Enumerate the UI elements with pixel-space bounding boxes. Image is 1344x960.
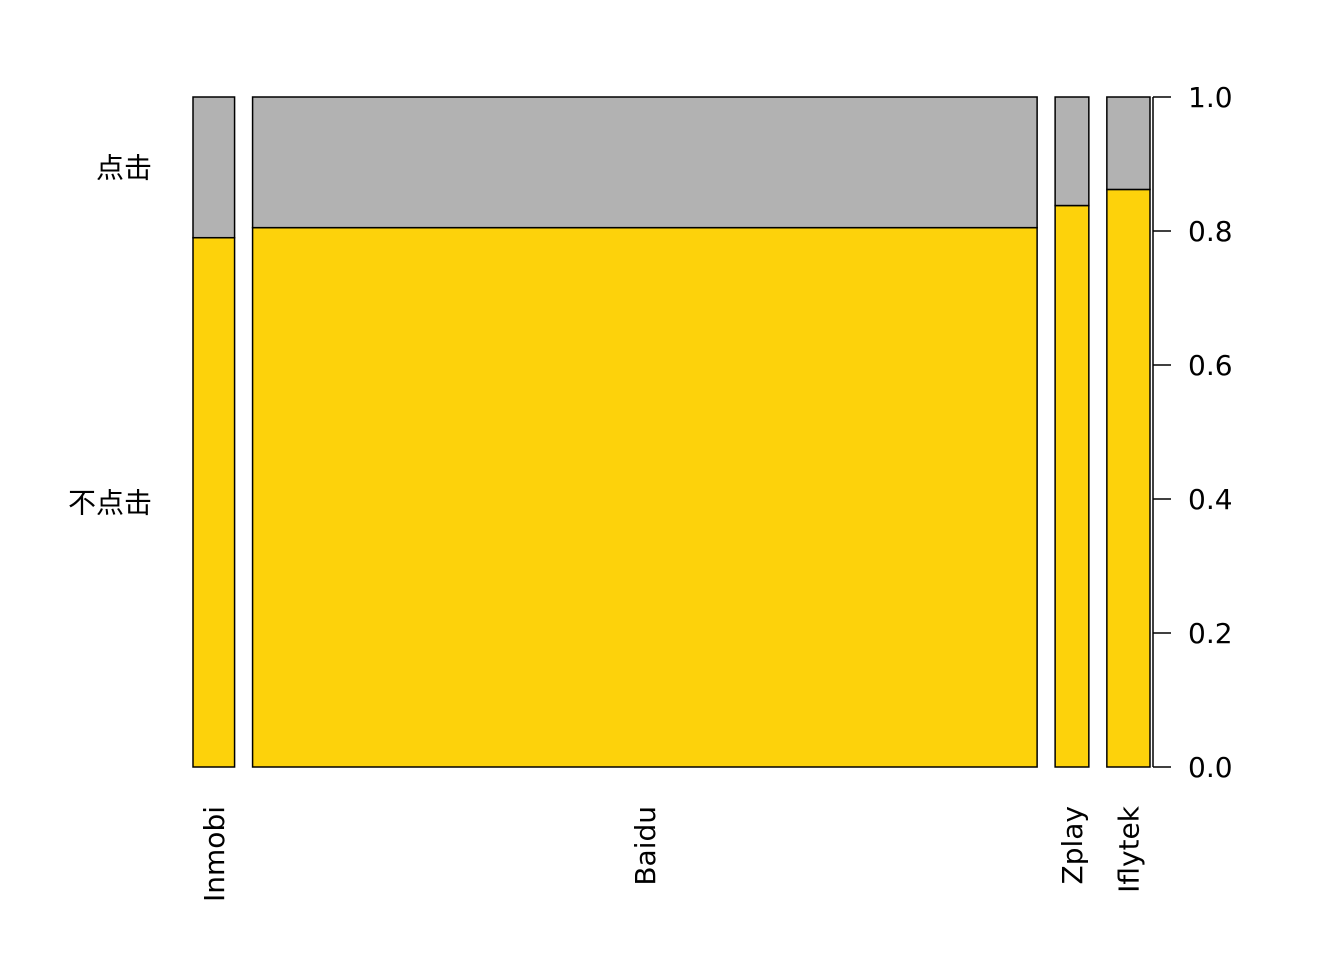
bars-group: [192, 96, 1151, 768]
bar-click-inmobi: [192, 96, 236, 239]
bar-no-click-inmobi: [192, 236, 236, 768]
bar-click-iflytek: [1106, 96, 1151, 191]
x-tick-label-iflytek: Iflytek: [1112, 805, 1145, 893]
y-tick-label: 0.2: [1188, 617, 1233, 650]
x-tick-labels: Inmobi Baidu Zplay Iflytek: [198, 805, 1146, 902]
y-tick-label: 0.4: [1188, 483, 1233, 516]
bar-no-click-zplay: [1054, 204, 1090, 768]
series-label-click: 点击: [96, 151, 152, 184]
series-label-no-click: 不点击: [68, 486, 152, 519]
y-tick-label: 0.6: [1188, 349, 1233, 382]
y-tick-label: 1.0: [1188, 81, 1233, 114]
x-tick-label-zplay: Zplay: [1056, 806, 1089, 884]
y-tick-label: 0.0: [1188, 751, 1233, 784]
x-tick-label-baidu: Baidu: [629, 806, 662, 886]
bar-click-zplay: [1054, 96, 1090, 207]
bar-no-click-iflytek: [1106, 188, 1151, 768]
x-tick-label-inmobi: Inmobi: [198, 806, 231, 902]
y-axis: 0.0 0.2 0.4 0.6 0.8 1.0: [1152, 81, 1233, 784]
bar-click-baidu: [251, 96, 1038, 229]
series-labels: 不点击 点击: [68, 151, 152, 519]
bar-no-click-baidu: [251, 226, 1038, 768]
y-tick-label: 0.8: [1188, 215, 1233, 248]
